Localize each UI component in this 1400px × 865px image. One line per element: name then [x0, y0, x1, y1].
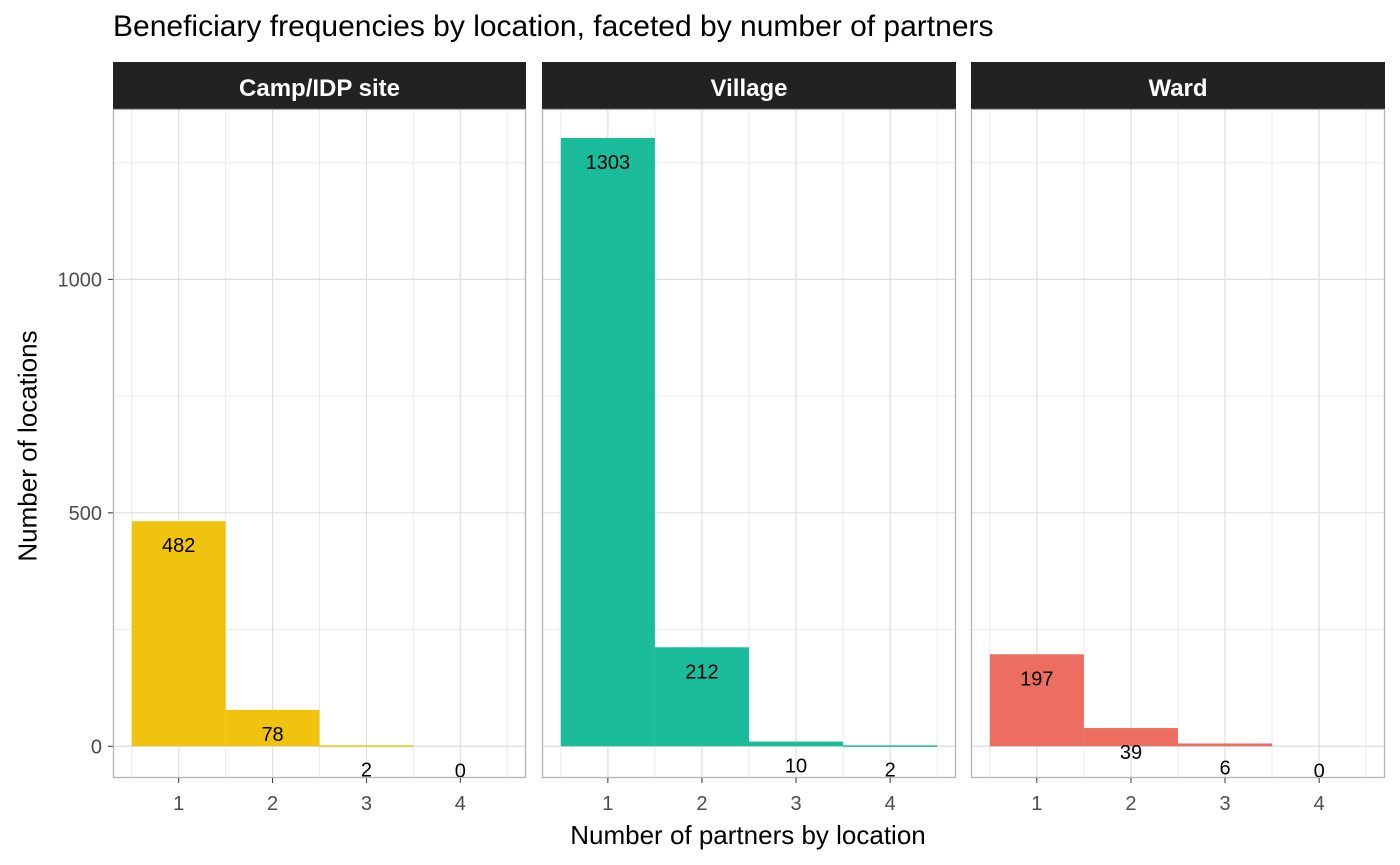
x-tick-label: 3: [361, 793, 372, 815]
x-tick-label: 1: [602, 793, 613, 815]
x-tick-label: 2: [1125, 793, 1136, 815]
bar-village-1: [560, 137, 655, 747]
bar-camp-idp-site-2: [225, 709, 320, 747]
bar-camp-idp-site-1: [131, 521, 226, 747]
y-tick-label: 0: [91, 736, 102, 758]
data-label: 1303: [586, 152, 631, 174]
data-label: 10: [785, 756, 807, 778]
x-tick-label: 2: [267, 793, 278, 815]
bar-ward-3: [1178, 743, 1273, 747]
x-axis-label: Number of partners by location: [570, 820, 926, 850]
data-label: 0: [455, 760, 466, 782]
x-tick-label: 4: [885, 793, 896, 815]
bar-ward-1: [989, 654, 1084, 747]
facet-strip-ward: [971, 62, 1385, 109]
data-label: 0: [1314, 760, 1325, 782]
data-label: 78: [261, 724, 283, 746]
data-label: 212: [685, 661, 718, 683]
bar-village-3: [749, 741, 844, 747]
x-tick-label: 4: [455, 793, 466, 815]
y-tick-label: 1000: [58, 269, 103, 291]
facet-strip-camp-idp-site: [113, 62, 526, 109]
bar-village-2: [654, 647, 749, 747]
data-label: 2: [885, 759, 896, 781]
facet-panel-border: [970, 108, 1386, 779]
facet-strip-label: Camp/IDP site: [239, 75, 400, 102]
x-tick-label: 3: [1219, 793, 1230, 815]
bar-camp-idp-site-3: [319, 745, 414, 747]
data-label: 2: [361, 759, 372, 781]
x-tick-label: 4: [1314, 793, 1325, 815]
x-tick-label: 2: [696, 793, 707, 815]
facet-panel-border: [541, 108, 957, 779]
facet-strip-label: Village: [711, 75, 788, 102]
bar-ward-2: [1083, 728, 1178, 747]
data-label: 197: [1020, 668, 1053, 690]
chart-title: Beneficiary frequencies by location, fac…: [113, 10, 994, 43]
bar-village-4: [843, 745, 938, 747]
data-label: 482: [162, 535, 195, 557]
facet-strip-village: [542, 62, 956, 109]
x-tick-label: 1: [173, 793, 184, 815]
y-tick-label: 500: [69, 503, 102, 525]
data-label: 39: [1120, 742, 1142, 764]
data-label: 6: [1219, 757, 1230, 779]
x-tick-label: 1: [1031, 793, 1042, 815]
facet-strip-label: Ward: [1148, 75, 1207, 102]
x-tick-label: 3: [790, 793, 801, 815]
facet-panel-border: [112, 108, 527, 779]
